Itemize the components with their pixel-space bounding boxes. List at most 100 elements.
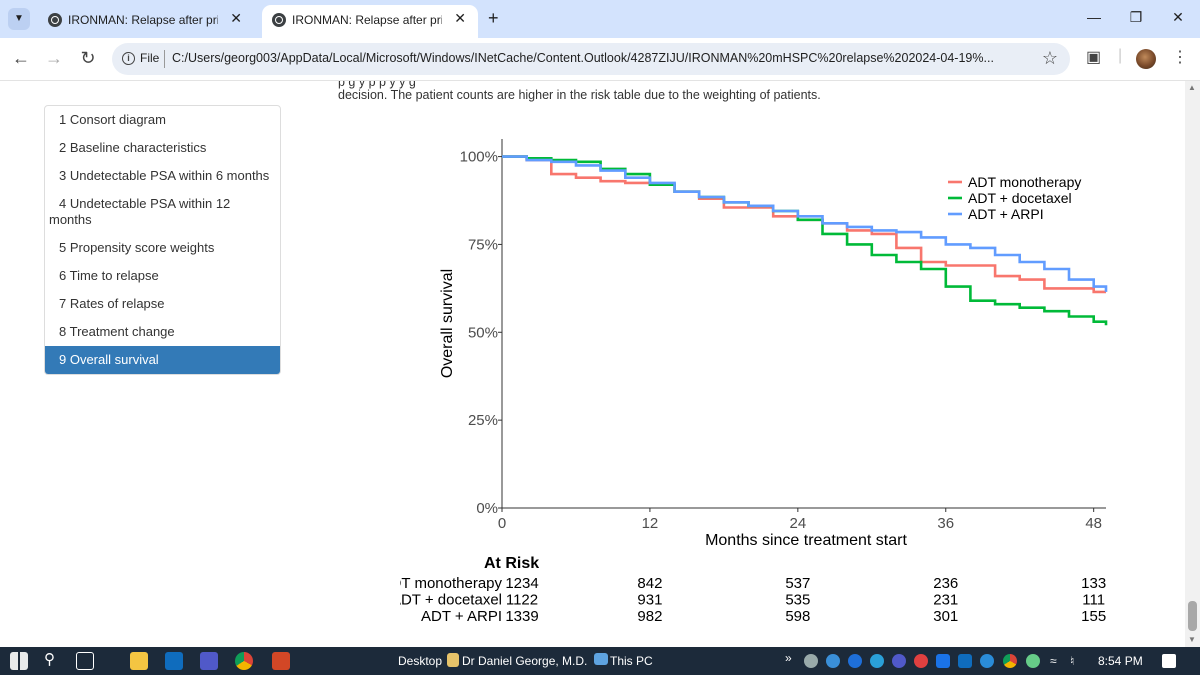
window-close-button[interactable]: ✕ (1172, 9, 1184, 25)
toc-item-weights[interactable]: 5 Propensity score weights (59, 240, 215, 255)
notifications-icon[interactable] (1162, 654, 1176, 668)
risk-count: 535 (785, 592, 810, 609)
user-folder-label[interactable]: Dr Daniel George, M.D. (462, 654, 588, 668)
risk-count: 133 (1081, 575, 1106, 592)
new-tab-button[interactable]: + (488, 8, 499, 28)
this-pc-label[interactable]: This PC (610, 654, 653, 668)
restore-button[interactable]: ❐ (1129, 9, 1143, 25)
y-axis-label: Overall survival (439, 269, 456, 378)
user-folder-icon (447, 653, 459, 667)
tab-search-button[interactable]: ▼ (8, 8, 30, 30)
browser-toolbar: ← → ↻ i File C:/Users/georg003/AppData/L… (0, 38, 1200, 81)
table-of-contents: 1 Consort diagram 2 Baseline characteris… (44, 105, 281, 375)
risk-count: 155 (1081, 608, 1106, 625)
toc-item-psa-12[interactable]: 4 Undetectable PSA within 12 months (45, 190, 280, 234)
info-icon[interactable]: i (122, 52, 135, 65)
forward-button[interactable]: → (45, 48, 63, 68)
tab-active[interactable]: IRONMAN: Relapse after prima ✕ (262, 5, 478, 38)
clock[interactable]: 8:54 PM (1098, 654, 1143, 668)
extensions-icon[interactable]: ▣ (1086, 49, 1102, 66)
risk-count: 301 (933, 608, 958, 625)
toc-item-baseline[interactable]: 2 Baseline characteristics (59, 140, 207, 155)
back-button[interactable]: ← (12, 48, 30, 68)
url-divider (164, 50, 165, 68)
outlook-tray-icon[interactable] (958, 654, 972, 668)
globe-icon (272, 13, 286, 27)
toc-item-treatment-change[interactable]: 8 Treatment change (59, 324, 175, 339)
legend-label: ADT + ARPI (968, 206, 1044, 222)
close-icon[interactable]: ✕ (230, 10, 242, 26)
x-tick-label: 24 (789, 515, 806, 532)
scroll-up-arrow[interactable]: ▲ (1188, 83, 1196, 92)
risk-row-label: ADT + docetaxel (400, 592, 502, 609)
intro-text-clipped: p g y p p y y g (338, 81, 416, 89)
tray-icon[interactable] (980, 654, 994, 668)
bluetooth-icon[interactable] (848, 654, 862, 668)
x-tick-label: 0 (498, 515, 506, 532)
wifi-icon[interactable]: ≈ (1050, 654, 1057, 668)
close-icon[interactable]: ✕ (454, 10, 466, 26)
bookmark-star-icon[interactable]: ☆ (1041, 48, 1058, 68)
globe-icon (48, 13, 62, 27)
toc-item-time-to-relapse[interactable]: 6 Time to relapse (59, 268, 159, 283)
powerpoint-icon[interactable] (272, 652, 290, 670)
toc-item-consort[interactable]: 1 Consort diagram (59, 112, 166, 127)
tray-icon[interactable] (1026, 654, 1040, 668)
risk-count: 842 (637, 575, 662, 592)
risk-count: 236 (933, 575, 958, 592)
toc-item-label: 4 Undetectable PSA within 12 (59, 196, 231, 211)
minimize-button[interactable]: — (1087, 9, 1101, 25)
risk-count: 1122 (506, 592, 538, 609)
teams-tray-icon[interactable] (892, 654, 906, 668)
y-tick-label: 50% (468, 324, 498, 341)
tray-icon[interactable] (804, 654, 818, 668)
reload-button[interactable]: ↻ (80, 48, 96, 68)
windows-start-icon[interactable] (10, 652, 28, 670)
url-text[interactable]: C:/Users/georg003/AppData/Local/Microsof… (172, 51, 994, 65)
risk-table-title: At Risk (484, 555, 539, 572)
scheme-label: File (140, 51, 160, 65)
volume-muted-icon[interactable]: ♮ (1070, 654, 1075, 668)
scroll-thumb[interactable] (1188, 601, 1197, 631)
task-view-icon[interactable] (76, 652, 94, 670)
menu-kebab-icon[interactable]: ⋮ (1172, 49, 1188, 66)
chrome-icon[interactable] (235, 652, 253, 670)
page-scrollbar[interactable]: ▲ ▼ (1185, 81, 1200, 647)
legend-label: ADT + docetaxel (968, 190, 1072, 206)
teams-icon[interactable] (200, 652, 218, 670)
risk-count: 1234 (505, 575, 538, 592)
file-explorer-icon[interactable] (130, 652, 148, 670)
chevron-icon[interactable]: » (785, 651, 792, 665)
desktop-label[interactable]: Desktop (398, 654, 443, 668)
x-tick-label: 12 (642, 515, 659, 532)
km-chart: 0% 25% 50% 75% 100% 0 12 24 36 48 Months since tre… (381, 131, 1120, 636)
risk-count: 598 (785, 608, 810, 625)
address-bar[interactable]: i File C:/Users/georg003/AppData/Local/M… (112, 43, 1070, 75)
toc-item-overall-survival[interactable]: 9 Overall survival (45, 346, 280, 374)
onedrive-icon[interactable] (826, 654, 840, 668)
risk-count: 537 (785, 575, 810, 592)
scroll-down-arrow[interactable]: ▼ (1188, 635, 1196, 644)
x-tick-label: 48 (1085, 515, 1102, 532)
page-content: p g y p p y y g decision. The patient co… (0, 81, 1185, 647)
y-tick-label: 100% (460, 149, 498, 166)
toc-item-rates[interactable]: 7 Rates of relapse (59, 296, 165, 311)
risk-count: 231 (933, 592, 958, 609)
tab-title: IRONMAN: Relapse after prima (292, 13, 442, 27)
toolbar-divider: | (1118, 47, 1123, 64)
tab-inactive[interactable]: IRONMAN: Relapse after prima ✕ (38, 5, 254, 38)
chrome-tray-icon[interactable] (1003, 654, 1017, 668)
tray-icon[interactable] (870, 654, 884, 668)
search-icon[interactable]: ⚲ (44, 651, 55, 668)
km-svg: 0% 25% 50% 75% 100% 0 12 24 36 48 Months since tre… (381, 139, 1108, 625)
tab-title: IRONMAN: Relapse after prima (68, 13, 218, 27)
box-icon[interactable] (936, 654, 950, 668)
tab-bar: ▼ IRONMAN: Relapse after prima ✕ IRONMAN… (0, 0, 1200, 38)
intro-text: decision. The patient counts are higher … (338, 88, 821, 102)
toc-item-psa-6[interactable]: 3 Undetectable PSA within 6 months (59, 168, 270, 183)
y-tick-label: 25% (468, 412, 498, 429)
tray-icon[interactable] (914, 654, 928, 668)
outlook-icon[interactable] (165, 652, 183, 670)
risk-count: 931 (637, 592, 662, 609)
profile-avatar[interactable] (1136, 49, 1156, 69)
